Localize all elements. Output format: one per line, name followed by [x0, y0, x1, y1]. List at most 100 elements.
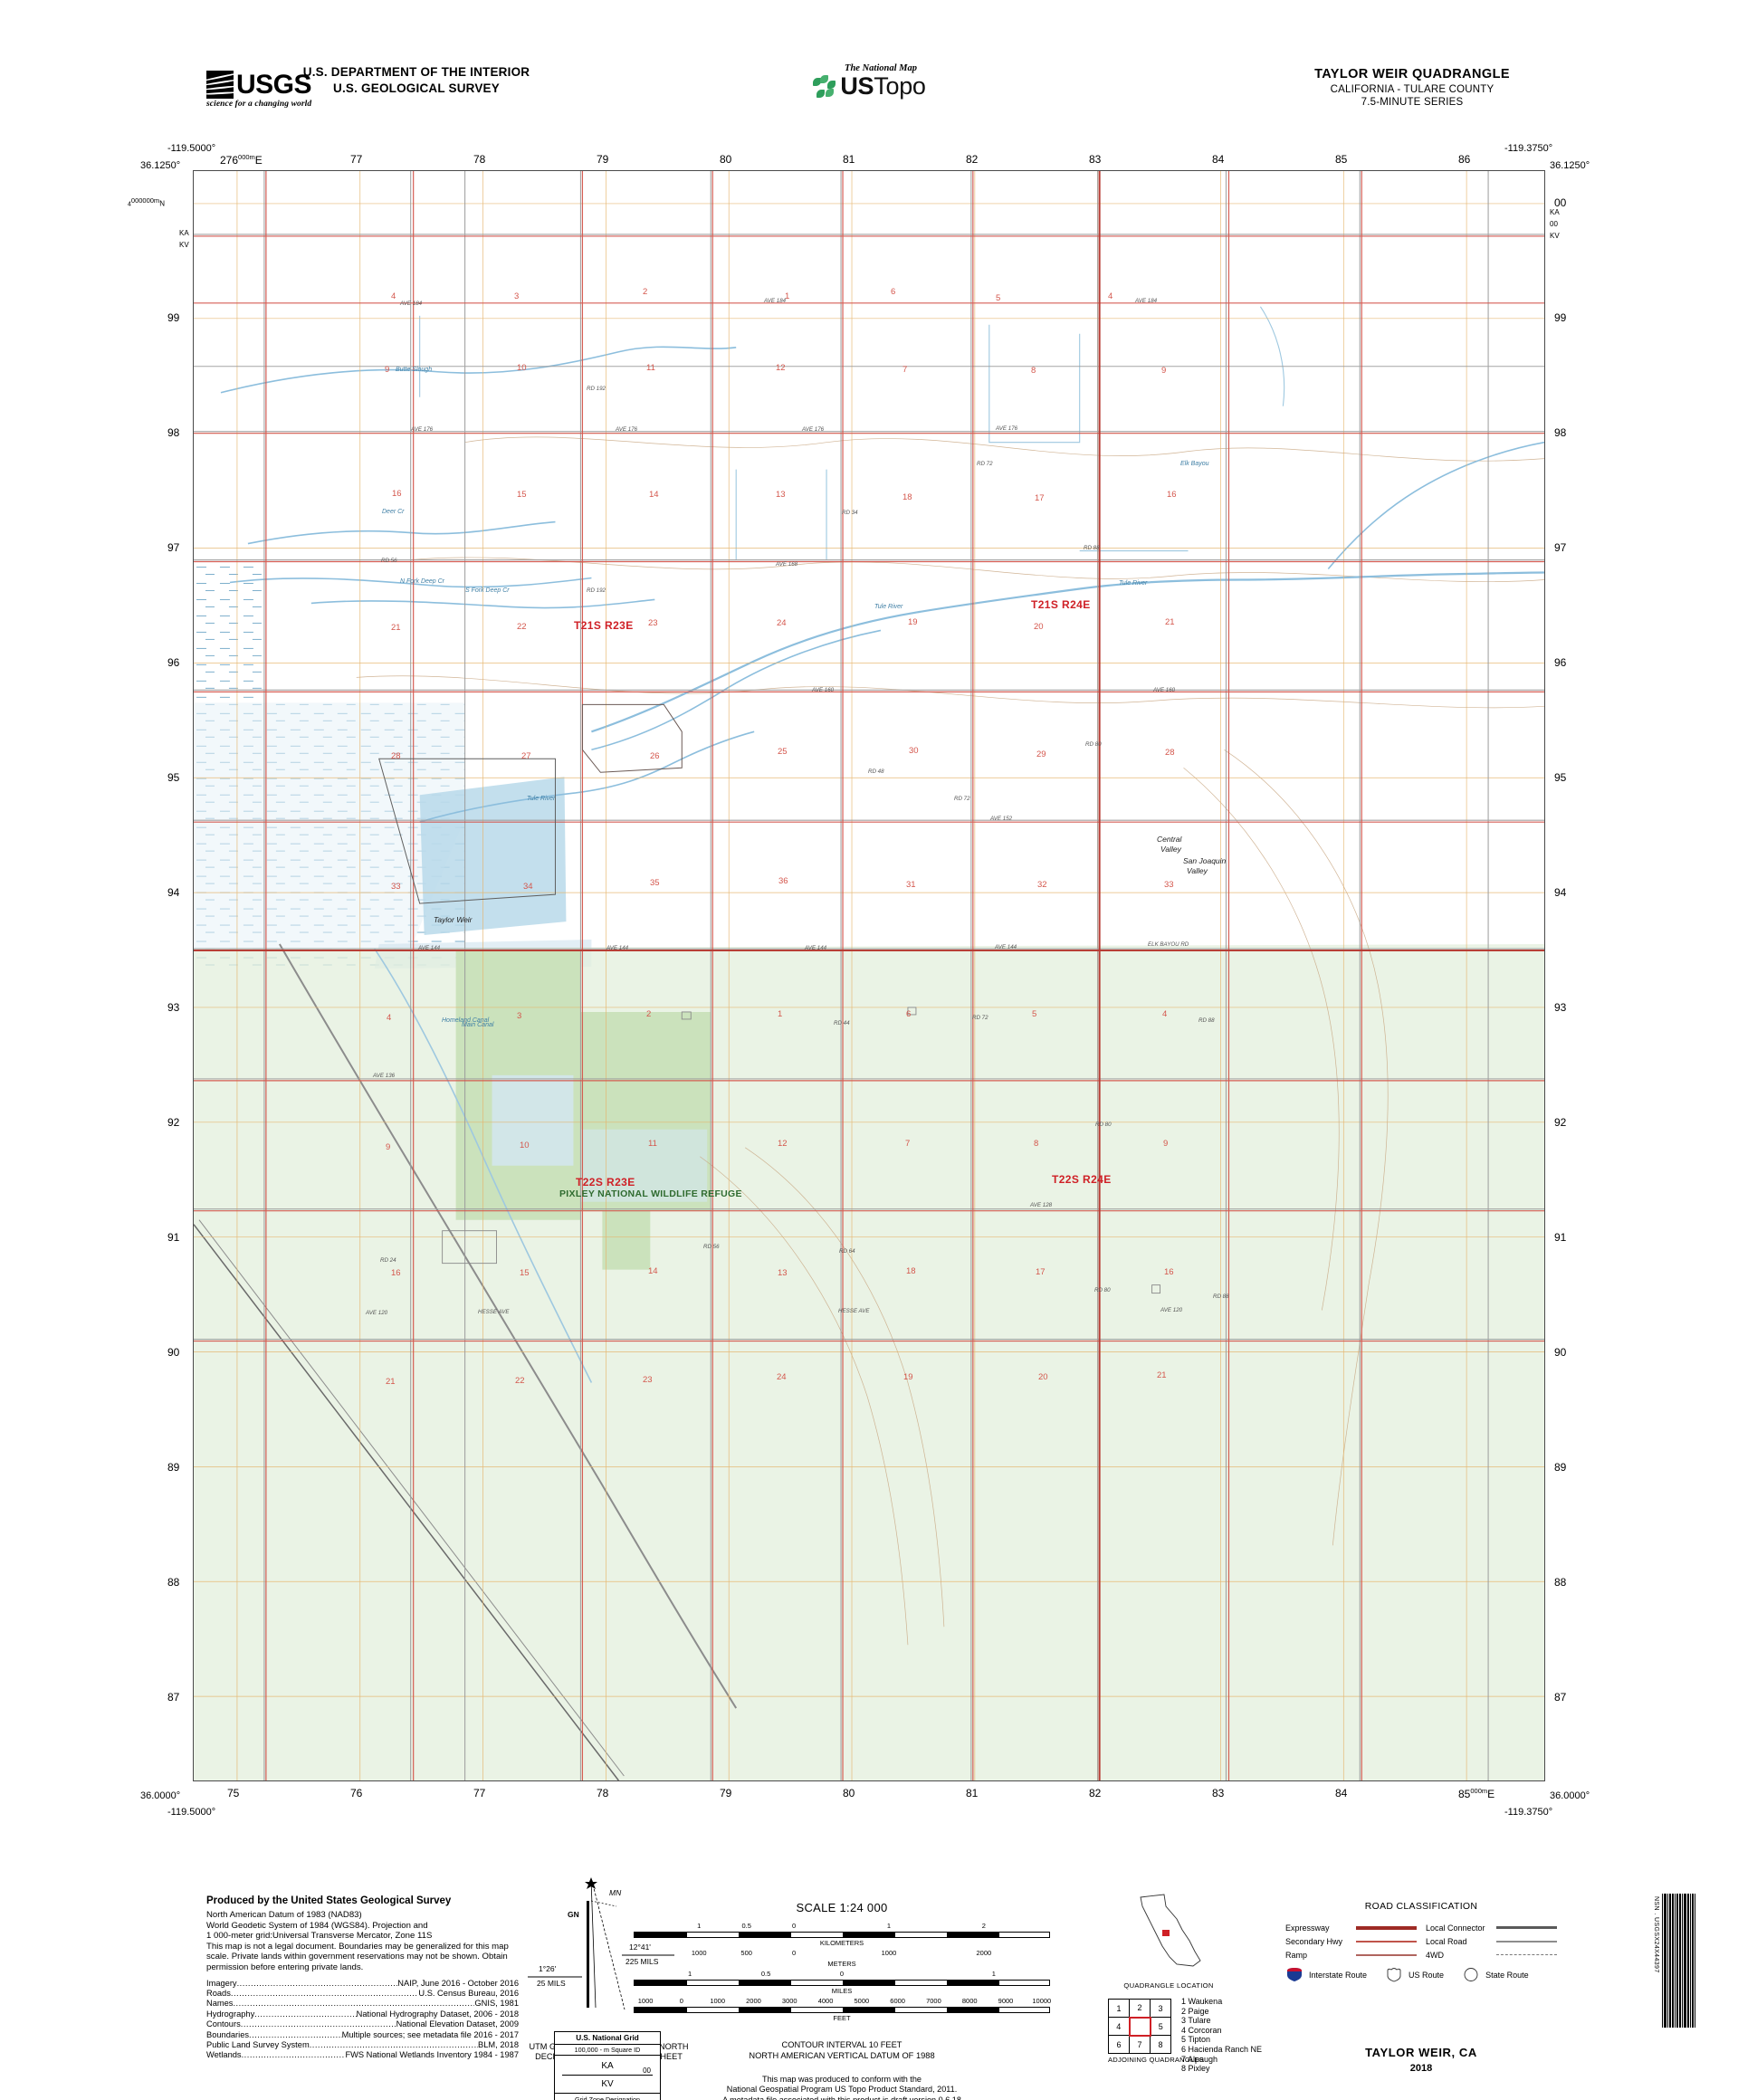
scale-bar-feet: 1000 0 1000 2000 3000 4000 5000 6000 7000 8000 900…	[634, 1997, 1052, 2022]
barcode-bar-8	[1673, 1894, 1674, 2028]
barcode-bar-21	[1691, 1894, 1693, 2028]
section-number-11: 7	[902, 365, 908, 375]
utm-left-label-12: 88	[167, 1576, 180, 1589]
contour-interval: CONTOUR INTERVAL 10 FEET	[781, 2040, 902, 2049]
road-label-37: RD 88	[1213, 1293, 1229, 1300]
usng-square-bottom: KV	[601, 2079, 614, 2089]
section-number-26: 20	[1034, 622, 1044, 632]
utm-top-label-9: 85	[1335, 153, 1348, 166]
barcode-bar-12	[1678, 1894, 1680, 2028]
scale-tick-miles-0: 1	[688, 1970, 692, 1978]
usgs-tagline: science for a changing world	[206, 100, 312, 109]
scale-tick-meters-0: 1000	[691, 1949, 707, 1957]
section-number-42: 4	[387, 1013, 392, 1023]
source-dots-1: ........................................…	[230, 1988, 419, 1998]
section-number-20: 16	[1167, 490, 1177, 500]
section-number-56: 16	[391, 1268, 401, 1278]
quadrangle-series: 7.5-MINUTE SERIES	[1361, 97, 1464, 108]
road-class-label-left-0: Expressway	[1285, 1923, 1330, 1933]
section-number-6: 4	[1108, 291, 1113, 301]
utm-right-label-0: 00	[1554, 196, 1567, 209]
road-label-34: RD 64	[839, 1248, 855, 1255]
scale-tick-feet-5: 4000	[817, 1997, 834, 2005]
section-number-30: 26	[650, 751, 660, 761]
utm-left-label-0: 4000000mN	[128, 196, 165, 208]
scale-tick-kilometers-1: 0.5	[741, 1922, 751, 1930]
source-dots-7: ........................................…	[241, 2050, 346, 2060]
source-key-1: Roads	[206, 1988, 231, 1998]
road-label-8: AVE 160	[812, 687, 835, 693]
road-label-38: RD 192	[587, 386, 606, 392]
utm-top-label-8: 84	[1212, 153, 1225, 166]
road-label-10: AVE 152	[990, 816, 1013, 822]
road-class-sample-left-0	[1356, 1925, 1417, 1930]
adjoining-cell-2-0: 6	[1108, 2035, 1130, 2054]
datum-line-0: North American Datum of 1983 (NAD83)	[206, 1910, 362, 1920]
us-national-grid-box: U.S. National Grid 100,000 - m Square ID…	[554, 2031, 661, 2100]
source-dots-2: ........................................…	[233, 1999, 474, 2009]
section-number-36: 34	[523, 882, 533, 892]
utm-bottom-label-10: 85000mE	[1458, 1787, 1495, 1800]
map-header: USGS science for a changing world U.S. D…	[0, 0, 1738, 109]
road-label-30: RD 72	[972, 1015, 988, 1021]
scale-tick-feet-11: 10000	[1032, 1997, 1052, 2005]
section-number-52: 12	[778, 1139, 788, 1149]
utm-bottom-label-6: 81	[966, 1787, 979, 1799]
adjoining-name-5: 6 Hacienda Ranch NE	[1181, 2044, 1263, 2054]
utm-right-label-12: 88	[1554, 1576, 1567, 1589]
road-label-27: RD 80	[1085, 741, 1102, 748]
adjoining-name-7: 8 Pixley	[1181, 2064, 1210, 2074]
section-number-48: 4	[1162, 1009, 1168, 1019]
utm-top-label-4: 80	[720, 153, 732, 166]
utm-bottom-label-5: 80	[843, 1787, 855, 1799]
source-value-6: BLM, 2018	[478, 2040, 519, 2049]
barcode-bar-5	[1668, 1894, 1670, 2028]
road-class-label-right-1: Local Road	[1426, 1936, 1467, 1946]
us-topo-wordmark: USTopo	[840, 72, 926, 100]
adjoining-cell-0-0: 1	[1108, 1999, 1130, 2018]
interstate-route-label: Interstate Route	[1309, 1970, 1368, 1980]
section-number-41: 33	[1164, 880, 1174, 890]
state-route-label: State Route	[1485, 1970, 1529, 1980]
source-dots-0: ........................................…	[236, 1978, 398, 1988]
place-label-1: PIXLEY NATIONAL WILDLIFE REFUGE	[559, 1188, 742, 1199]
map-body[interactable]: 4 3 2 1 6 5 4 9 10 11 12 7 8 9 16 15 14 13 18 17 16 21 22 23 24 1…	[193, 170, 1545, 1781]
utm-right-label-8: 92	[1554, 1116, 1567, 1129]
water-label-6: Elk Bayou	[1180, 461, 1209, 467]
usgs-wordmark: USGS	[236, 70, 312, 100]
source-row-2: Names...................................…	[206, 1999, 519, 2009]
utm-bottom-label-2: 77	[473, 1787, 486, 1799]
scale-tick-meters-2: 0	[792, 1949, 797, 1957]
legal-disclaimer: This map is not a legal document. Bounda…	[206, 1941, 509, 1972]
section-number-50: 10	[520, 1141, 530, 1150]
usng-divider: 00	[562, 2067, 653, 2076]
section-number-60: 18	[906, 1266, 916, 1276]
road-class-row-left-0: Expressway	[1285, 1921, 1417, 1934]
us-topo-topo: Topo	[874, 72, 926, 100]
datum-line-2: 1 000-meter grid:Universal Transverse Me…	[206, 1931, 433, 1942]
road-label-4: AVE 176	[616, 426, 638, 433]
section-number-12: 8	[1031, 366, 1036, 376]
source-dots-5: ........................................…	[249, 2029, 342, 2039]
road-label-12: AVE 144	[606, 945, 629, 951]
section-number-32: 30	[909, 746, 919, 756]
road-label-20: HESSE AVE	[478, 1309, 510, 1315]
utm-right-label-13: 87	[1554, 1691, 1567, 1704]
usng-corner-nw-kv: KV	[179, 241, 189, 249]
section-number-37: 35	[650, 878, 660, 888]
place-label-4: San Joaquin	[1183, 856, 1227, 865]
scale-tick-feet-6: 5000	[854, 1997, 870, 2005]
road-class-label-left-2: Ramp	[1285, 1950, 1308, 1960]
utm-right-label-3: 97	[1554, 541, 1567, 554]
source-key-0: Imagery	[206, 1978, 237, 1988]
utm-left-label-8: 92	[167, 1116, 180, 1129]
road-class-label-left-1: Secondary Hwy	[1285, 1936, 1343, 1946]
scale-tick-feet-7: 6000	[890, 1997, 905, 2005]
scale-unit-kilometers: KILOMETERS	[819, 1939, 864, 1947]
source-row-6: Public Land Survey System...............…	[206, 2040, 519, 2050]
road-label-24: RD 34	[842, 510, 858, 516]
conformance-line1: This map was produced to conform with th…	[762, 2075, 922, 2084]
usng-corner-ne-ka: KA	[1550, 208, 1560, 216]
